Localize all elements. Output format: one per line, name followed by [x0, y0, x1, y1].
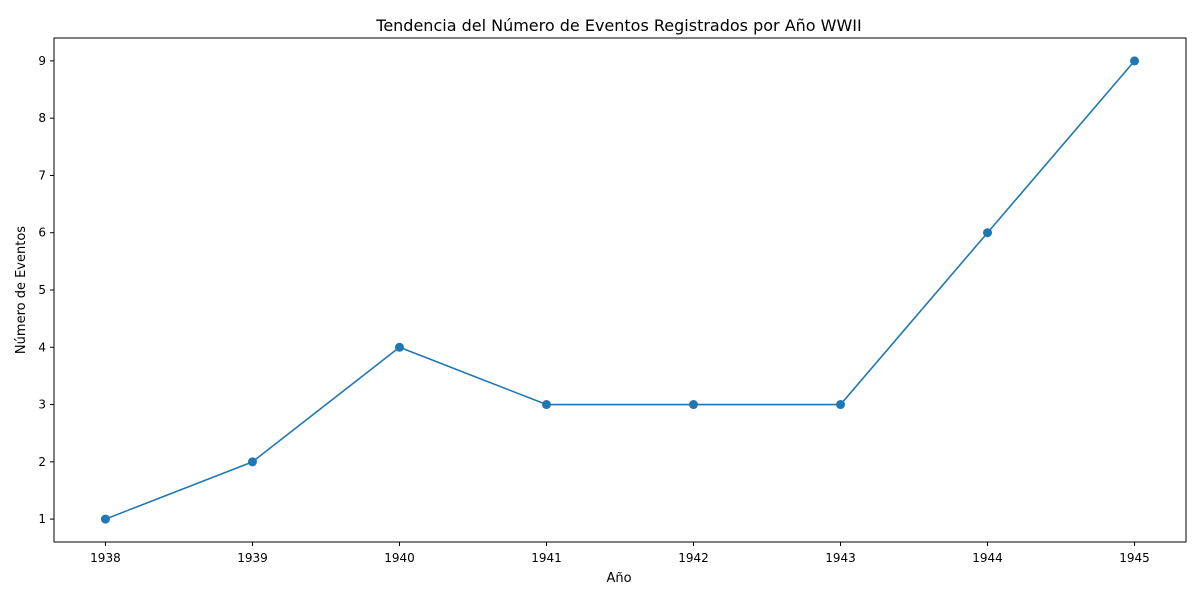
y-tick-label: 7: [38, 168, 46, 182]
data-point: [689, 400, 699, 410]
x-axis: 1938 1939 1940 1941 1942 1943 1944 1945: [90, 542, 1150, 565]
x-tick-label: 1941: [531, 551, 562, 565]
chart-title: Tendencia del Número de Eventos Registra…: [375, 16, 861, 35]
series-layer: [100, 56, 1140, 524]
data-point: [1130, 56, 1140, 66]
x-tick-label: 1940: [384, 551, 415, 565]
data-point: [983, 228, 993, 238]
x-tick-label: 1943: [825, 551, 856, 565]
data-point: [247, 457, 257, 467]
data-point: [100, 514, 110, 524]
data-point: [394, 342, 404, 352]
x-tick-label: 1944: [972, 551, 1003, 565]
y-tick-label: 6: [38, 226, 46, 240]
x-tick-label: 1945: [1119, 551, 1150, 565]
y-axis: 1 2 3 4 5 6 7 8 9: [38, 54, 54, 526]
data-point: [541, 400, 551, 410]
y-tick-label: 4: [38, 340, 46, 354]
y-tick-label: 9: [38, 54, 46, 68]
x-tick-label: 1942: [678, 551, 709, 565]
data-point: [836, 400, 846, 410]
x-axis-label: Año: [606, 571, 631, 586]
x-tick-label: 1938: [90, 551, 121, 565]
series-line: [105, 60, 1136, 520]
y-tick-label: 8: [38, 111, 46, 125]
y-tick-label: 5: [38, 283, 46, 297]
y-tick-label: 1: [38, 512, 46, 526]
y-tick-label: 3: [38, 398, 46, 412]
y-axis-label: Número de Eventos: [14, 226, 29, 354]
y-tick-label: 2: [38, 455, 46, 469]
x-tick-label: 1939: [237, 551, 268, 565]
